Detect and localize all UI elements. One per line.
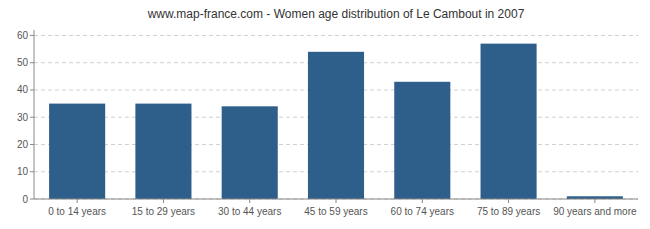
grid xyxy=(34,35,638,199)
chart-container: www.map-france.com - Women age distribut… xyxy=(0,0,650,229)
y-tick-label: 20 xyxy=(17,139,29,150)
bar xyxy=(49,104,105,199)
x-tick-label: 30 to 44 years xyxy=(218,206,281,217)
x-tick-label: 15 to 29 years xyxy=(132,206,195,217)
page: {"chart_data": {"type": "bar", "title": … xyxy=(0,0,650,229)
y-tick-label: 10 xyxy=(17,166,29,177)
x-tick-label: 0 to 14 years xyxy=(48,206,106,217)
y-tick xyxy=(30,62,34,63)
y-tick-label: 30 xyxy=(17,112,29,123)
x-axis: 0 to 14 years 15 to 29 years 30 to 44 year… xyxy=(34,199,638,217)
y-tick-label: 0 xyxy=(22,194,28,205)
y-tick xyxy=(30,89,34,90)
x-tick-label: 75 to 89 years xyxy=(477,206,540,217)
x-tick xyxy=(422,199,423,203)
y-tick-label: 60 xyxy=(17,30,29,41)
y-tick-label: 50 xyxy=(17,57,29,68)
x-tick xyxy=(594,199,595,203)
x-tick xyxy=(508,199,509,203)
x-tick xyxy=(336,199,337,203)
bar xyxy=(135,104,191,199)
x-tick xyxy=(163,199,164,203)
grid-line xyxy=(34,35,638,36)
y-tick-label: 40 xyxy=(17,84,29,95)
bar xyxy=(481,44,537,199)
y-tick xyxy=(30,171,34,172)
y-tick xyxy=(30,199,34,200)
chart-title: www.map-france.com - Women age distribut… xyxy=(147,7,525,21)
x-tick xyxy=(77,199,78,203)
x-tick xyxy=(249,199,250,203)
bars xyxy=(49,44,623,199)
chart-svg: www.map-france.com - Women age distribut… xyxy=(0,0,650,229)
x-tick-label: 90 years and more xyxy=(553,206,637,217)
y-tick xyxy=(30,144,34,145)
bar xyxy=(308,52,364,199)
y-tick xyxy=(30,117,34,118)
x-tick-label: 45 to 59 years xyxy=(304,206,367,217)
x-tick-label: 60 to 74 years xyxy=(391,206,454,217)
bar xyxy=(222,106,278,199)
bar xyxy=(394,82,450,199)
y-tick xyxy=(30,35,34,36)
y-axis: 0 10 20 30 40 50 60 xyxy=(17,30,34,205)
y-axis-line xyxy=(34,30,35,199)
